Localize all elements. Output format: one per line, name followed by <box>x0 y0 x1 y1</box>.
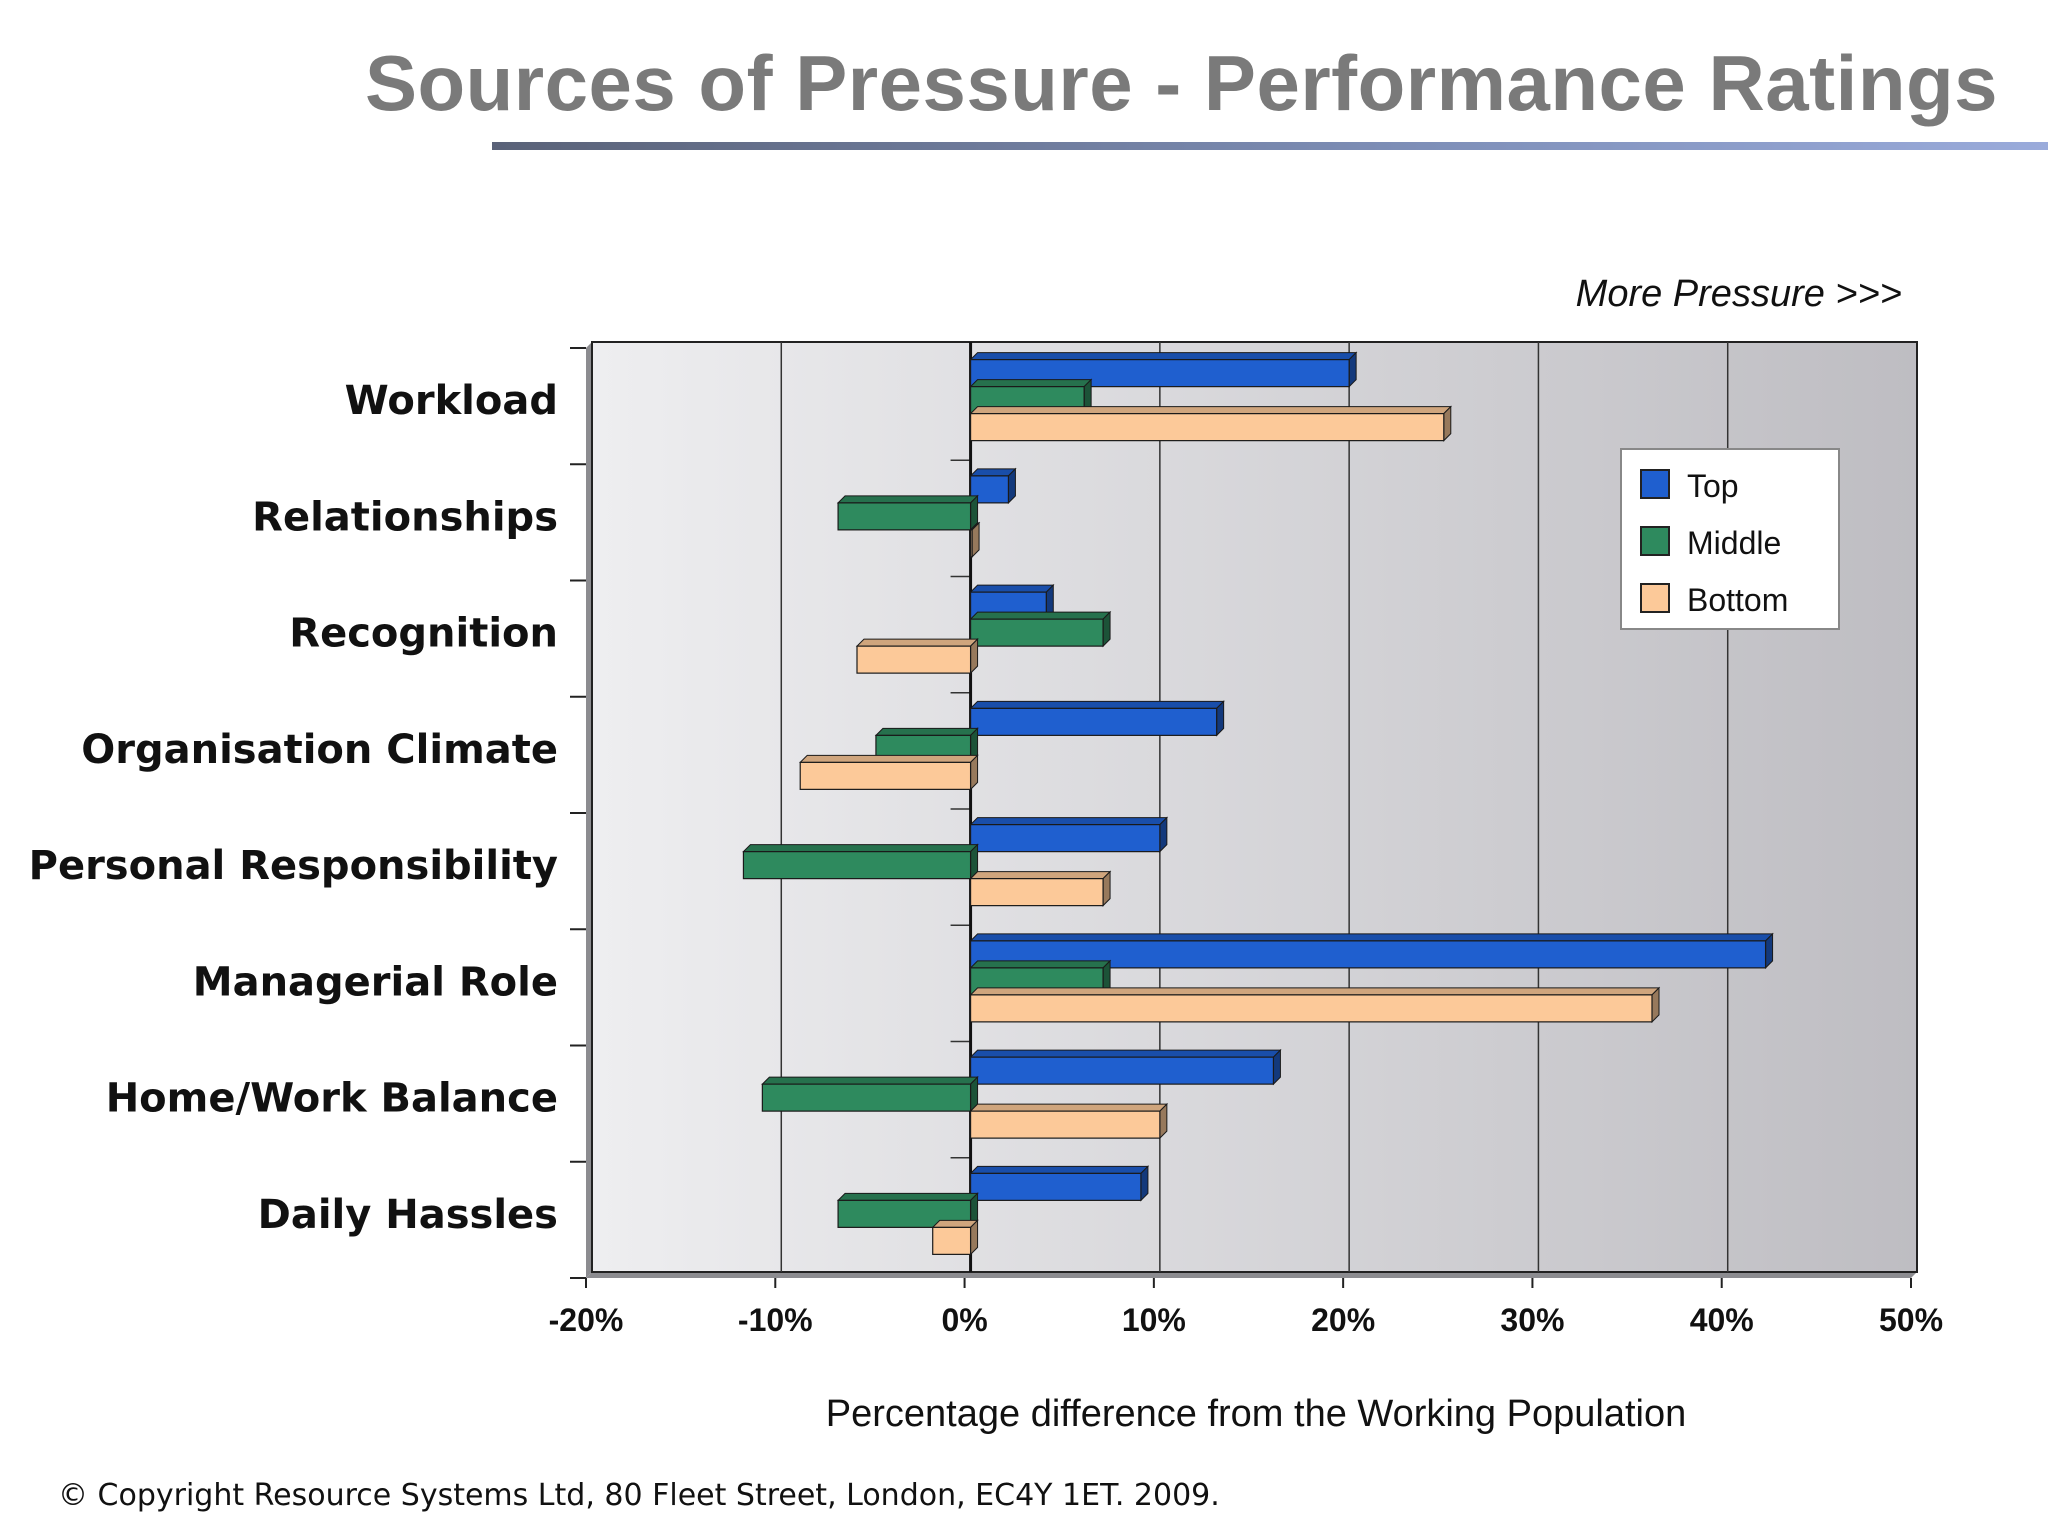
legend: Top Middle Bottom <box>1620 448 1840 630</box>
bar-top-face <box>836 1192 979 1201</box>
bar-top-face <box>969 611 1112 620</box>
bar-top-face <box>855 638 979 647</box>
bar-top-face <box>969 817 1169 826</box>
bar-front-face <box>969 707 1218 736</box>
slide-title: Sources of Pressure - Performance Rating… <box>364 39 1998 127</box>
category-label-home-work-balance: Home/Work Balance <box>106 1076 558 1122</box>
bar-front-face <box>969 529 973 558</box>
bar-front-face <box>932 1226 972 1255</box>
category-label-organisation-climate: Organisation Climate <box>81 727 558 773</box>
x-tick-label: 0% <box>941 1302 987 1338</box>
bar-front-face <box>742 851 972 880</box>
bar-front-face <box>969 1172 1142 1201</box>
bar-front-face <box>969 878 1104 907</box>
bar-top-face <box>742 844 979 853</box>
bar-top-face <box>931 1219 979 1228</box>
x-tick-label: 30% <box>1500 1302 1564 1338</box>
legend-label-top: Top <box>1687 468 1739 504</box>
plot-side-wall <box>586 342 592 1278</box>
bar-bottom-home-work-balance <box>969 1102 1169 1140</box>
bar-bottom-relationships <box>969 521 981 559</box>
bar-bottom-recognition <box>855 637 979 675</box>
bar-top-daily-hassles <box>969 1165 1150 1202</box>
bar-top-face <box>874 727 979 736</box>
legend-label-middle: Middle <box>1687 525 1781 561</box>
bar-front-face <box>969 824 1161 853</box>
bar-top-face <box>969 960 1112 969</box>
bar-top-face <box>969 700 1225 709</box>
bar-bottom-managerial-role <box>969 986 1661 1024</box>
bar-bottom-workload <box>969 405 1452 442</box>
bar-front-face <box>837 502 972 531</box>
legend-swatch-middle <box>1640 526 1670 556</box>
bar-front-face <box>969 1110 1161 1139</box>
bar-front-face <box>969 413 1445 442</box>
bar-top-face <box>969 987 1661 996</box>
bar-top-face <box>969 406 1452 415</box>
x-axis-title: Percentage difference from the Working P… <box>826 1393 1686 1435</box>
bar-top-face <box>969 1103 1169 1112</box>
category-label-relationships: Relationships <box>252 494 558 540</box>
bar-front-face <box>969 618 1104 647</box>
bar-top-face <box>969 1165 1150 1174</box>
bar-middle-personal-responsibility <box>742 843 979 880</box>
legend-swatch-bottom <box>1640 583 1670 613</box>
x-tick-label: 40% <box>1690 1302 1754 1338</box>
bar-top-face <box>761 1076 979 1085</box>
bar-front-face <box>969 1056 1275 1085</box>
category-label-personal-responsibility: Personal Responsibility <box>29 843 558 889</box>
bar-bottom-personal-responsibility <box>969 870 1112 907</box>
bar-front-face <box>761 1083 972 1112</box>
bar-middle-home-work-balance <box>761 1075 979 1113</box>
bar-top-face <box>969 1049 1282 1058</box>
bar-top-personal-responsibility <box>969 816 1169 853</box>
legend-swatch-top <box>1640 469 1670 499</box>
bar-bottom-daily-hassles <box>931 1219 979 1256</box>
bar-top-home-work-balance <box>969 1048 1282 1086</box>
bar-top-organisation-climate <box>969 700 1225 737</box>
category-label-managerial-role: Managerial Role <box>193 959 558 1005</box>
x-tick-label: -20% <box>549 1302 624 1338</box>
bar-top-face <box>969 584 1055 593</box>
bar-middle-recognition <box>969 610 1112 648</box>
bar-front-face <box>969 994 1653 1023</box>
category-label-recognition: Recognition <box>289 611 558 657</box>
category-label-workload: Workload <box>345 378 558 424</box>
category-label-daily-hassles: Daily Hassles <box>258 1192 558 1238</box>
x-tick-label: 10% <box>1122 1302 1186 1338</box>
bar-top-face <box>969 379 1093 388</box>
bar-top-face <box>836 495 979 504</box>
bar-front-face <box>856 645 972 674</box>
more-pressure-annotation: More Pressure >>> <box>1576 273 1902 315</box>
bar-top-face <box>969 871 1112 880</box>
x-tick-label: 20% <box>1311 1302 1375 1338</box>
bar-bottom-organisation-climate <box>799 754 979 791</box>
copyright-footer: © Copyright Resource Systems Ltd, 80 Fle… <box>58 1478 1220 1513</box>
x-tick-label: -10% <box>738 1302 813 1338</box>
bar-top-face <box>969 468 1017 477</box>
title-rule <box>492 142 2048 150</box>
plot-floor <box>586 1272 1917 1278</box>
bar-top-face <box>969 933 1774 942</box>
bar-middle-relationships <box>836 494 979 532</box>
legend-label-bottom: Bottom <box>1687 582 1788 618</box>
bar-top-face <box>969 352 1358 361</box>
bar-top-managerial-role <box>969 932 1774 970</box>
bar-top-face <box>799 754 979 763</box>
bar-front-face <box>799 761 972 790</box>
x-tick-label: 50% <box>1879 1302 1943 1338</box>
